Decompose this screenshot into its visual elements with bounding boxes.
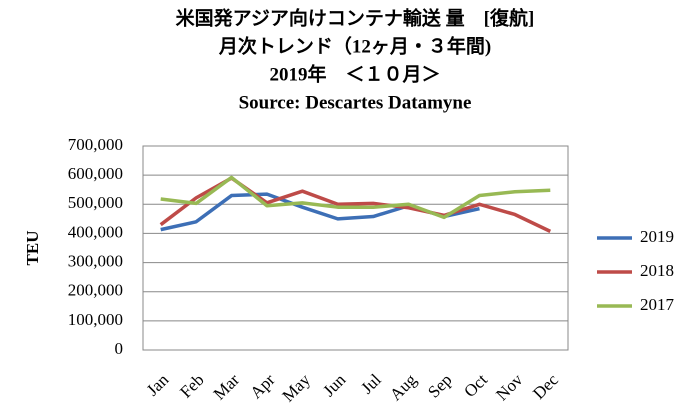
y-tick-label: 500,000 — [68, 193, 123, 212]
y-axis-label: TEU — [23, 231, 42, 266]
y-tick-label: 200,000 — [68, 281, 123, 300]
x-tick-label: Oct — [460, 370, 491, 401]
y-tick-label: 300,000 — [68, 251, 123, 270]
y-tick-label: 400,000 — [68, 222, 123, 241]
x-tick-label: Jun — [319, 370, 349, 400]
x-tick-label: Nov — [492, 370, 526, 404]
legend-label: 2017 — [640, 295, 675, 314]
chart-subtitle: 月次トレンド（12ヶ月・３年間) — [218, 34, 491, 57]
legend-label: 2019 — [640, 227, 674, 246]
x-tick-label: Aug — [386, 370, 420, 404]
y-tick-label: 700,000 — [68, 135, 123, 154]
x-tick-label: Jan — [143, 370, 173, 400]
chart-title: 米国発アジア向けコンテナ輸送 量 [復航] — [176, 6, 535, 29]
y-tick-label: 600,000 — [68, 164, 123, 183]
legend-label: 2018 — [640, 261, 674, 280]
chart-source: Source: Descartes Datamyne — [239, 92, 472, 113]
x-tick-label: Mar — [210, 370, 244, 404]
y-tick-label: 100,000 — [68, 310, 123, 329]
plot-frame — [142, 145, 569, 351]
y-tick-label: 0 — [115, 339, 124, 358]
x-tick-label: Sep — [424, 370, 455, 401]
chart-period: 2019年 ＜１０月＞ — [269, 62, 440, 85]
series-line — [160, 175, 551, 220]
x-tick-label: Jul — [357, 370, 385, 398]
x-tick-label: Dec — [529, 370, 562, 403]
x-tick-label: May — [278, 370, 314, 406]
x-tick-label: Feb — [176, 370, 207, 401]
x-tick-label: Apr — [246, 370, 278, 402]
